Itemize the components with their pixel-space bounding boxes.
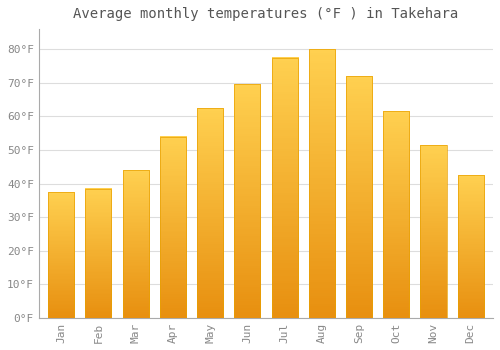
Bar [458, 175, 483, 318]
Bar [48, 192, 74, 318]
Bar [383, 111, 409, 318]
Bar [346, 76, 372, 318]
Bar [197, 108, 223, 318]
Title: Average monthly temperatures (°F ) in Takehara: Average monthly temperatures (°F ) in Ta… [74, 7, 458, 21]
Bar [160, 136, 186, 318]
Bar [308, 49, 335, 318]
Bar [272, 58, 297, 318]
Bar [122, 170, 148, 318]
Bar [86, 189, 112, 318]
Bar [420, 145, 446, 318]
Bar [234, 84, 260, 318]
